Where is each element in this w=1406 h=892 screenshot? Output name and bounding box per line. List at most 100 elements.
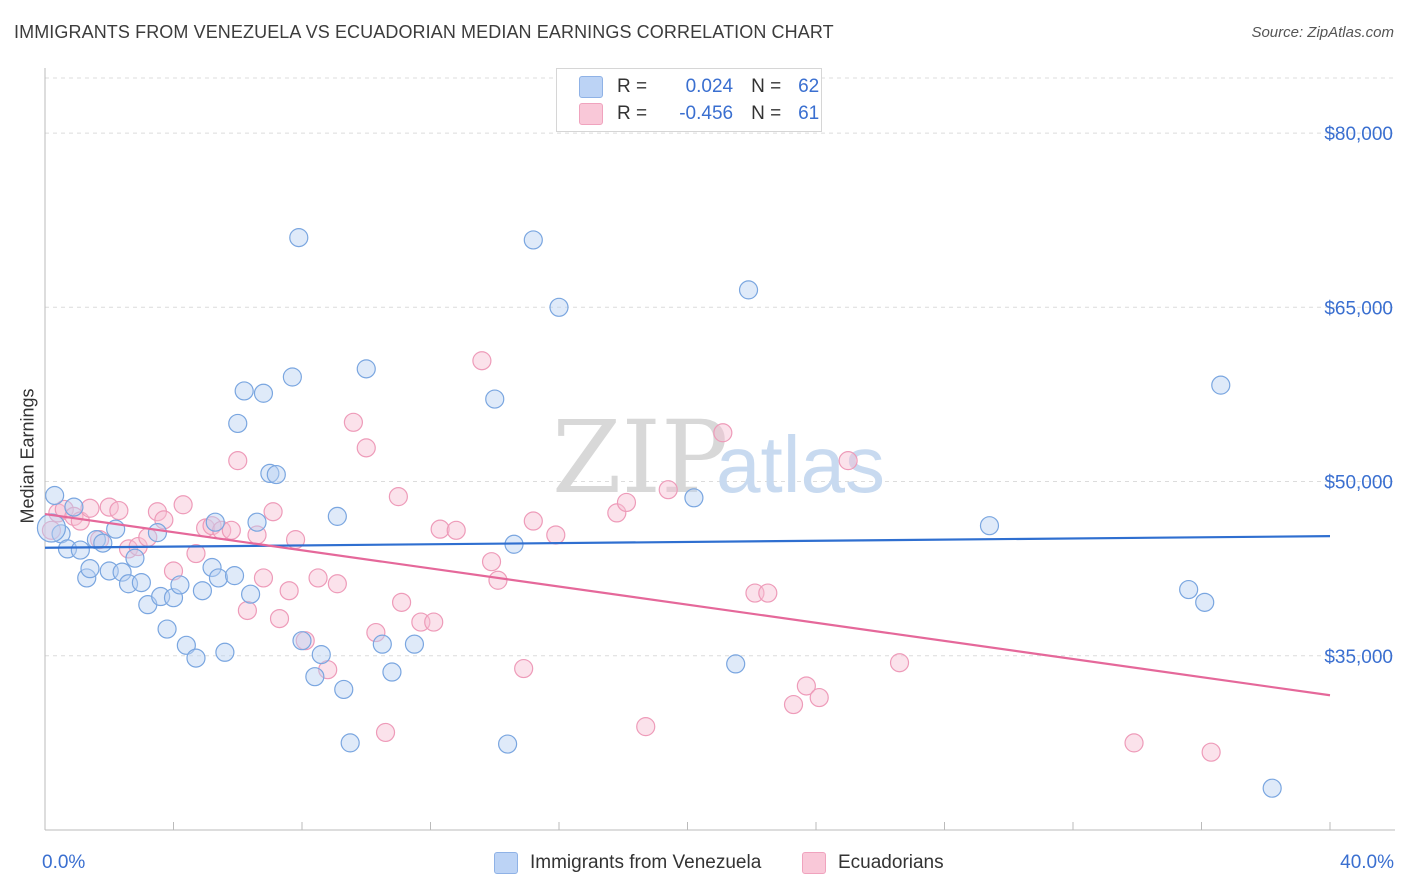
venezuela-point — [215, 642, 235, 662]
venezuela-point — [125, 548, 145, 568]
watermark-atlas: atlas — [716, 420, 885, 509]
venezuela-point — [170, 575, 190, 595]
legend-swatch-ecuadorians — [579, 103, 603, 125]
venezuela-point — [340, 733, 360, 753]
venezuela-trend-line — [44, 535, 1331, 549]
ecuadorian-point — [327, 574, 347, 594]
legend-n-label: N = — [751, 76, 782, 97]
venezuela-point — [404, 634, 425, 654]
venezuela-point — [684, 488, 704, 508]
y-tick-label: $50,000 — [1324, 473, 1393, 494]
venezuela-points — [36, 228, 1282, 798]
ecuadorian-points — [41, 351, 1221, 762]
x-tick-max: 40.0% — [1340, 852, 1394, 873]
venezuela-point — [266, 464, 286, 485]
venezuela-point — [241, 584, 261, 604]
venezuela-point — [247, 512, 267, 532]
venezuela-point — [93, 533, 113, 553]
ecuadorian-point — [488, 570, 508, 590]
venezuela-point — [176, 635, 196, 655]
venezuela-point — [228, 413, 248, 434]
venezuela-point — [334, 679, 354, 700]
y-tick-labels: $35,000 $50,000 $65,000 $80,000 — [1324, 124, 1393, 668]
ecuadorian-point — [308, 568, 328, 588]
ecuadorian-point — [269, 608, 290, 629]
venezuela-point — [549, 297, 569, 317]
ecuadorian-point — [546, 525, 566, 545]
venezuela-point — [186, 648, 206, 668]
ecuadorian-point — [237, 600, 257, 621]
venezuela-point — [70, 540, 90, 560]
ecuadorian-point — [783, 694, 804, 715]
venezuela-point — [1179, 579, 1199, 600]
venezuela-point — [208, 568, 229, 588]
venezuela-point — [205, 512, 225, 532]
y-tick-label: $65,000 — [1324, 298, 1393, 319]
venezuela-point — [289, 228, 309, 248]
ecuadorian-point — [523, 511, 543, 531]
ecuadorian-point — [446, 520, 466, 540]
venezuela-point — [45, 485, 65, 506]
venezuela-point — [260, 463, 280, 484]
legend-n-value: 61 — [798, 103, 820, 124]
bottom-legend-venezuela: Immigrants from Venezuela — [494, 852, 761, 874]
source-label: Source: ZipAtlas.com — [1251, 24, 1394, 41]
ecuadorian-point — [109, 500, 129, 521]
ecuadorian-point — [472, 351, 492, 371]
legend-n-label: N = — [751, 103, 782, 124]
ecuadorian-point — [366, 622, 386, 643]
ecuadorian-point — [514, 658, 534, 679]
ecuadorian-point — [202, 516, 222, 536]
legend-row-venezuela: R = 0.024 N = 62 — [579, 75, 819, 99]
ecuadorian-trend-line — [44, 512, 1331, 697]
legend-row-ecuadorians: R = -0.456 N = 61 — [579, 102, 819, 126]
ecuadorian-point — [228, 451, 248, 471]
venezuela-point — [1195, 592, 1215, 612]
ecuadorian-point — [221, 520, 241, 540]
chart-title: IMMIGRANTS FROM VENEZUELA VS ECUADORIAN … — [14, 22, 834, 42]
trend-lines — [44, 512, 1331, 697]
ecuadorian-point — [796, 676, 816, 696]
venezuela-point — [292, 631, 312, 651]
ecuadorian-point — [607, 503, 627, 523]
bottom-legend-label-ecuadorians: Ecuadorians — [838, 852, 944, 873]
venezuela-point — [234, 381, 254, 401]
ecuadorian-point — [253, 568, 274, 588]
axes — [44, 68, 1395, 831]
x-tick-min: 0.0% — [42, 852, 86, 873]
bottom-legend-label-venezuela: Immigrants from Venezuela — [530, 852, 762, 873]
venezuela-point — [1211, 375, 1231, 395]
legend-r-label: R = — [617, 76, 648, 97]
ecuadorian-point — [838, 451, 858, 471]
y-tick-label: $35,000 — [1324, 647, 1393, 668]
venezuela-point — [311, 645, 331, 665]
ecuadorian-point — [424, 612, 444, 632]
ecuadorian-point — [889, 653, 910, 673]
ecuadorian-point — [636, 717, 656, 737]
ecuadorian-point — [80, 498, 100, 518]
venezuela-point — [147, 523, 168, 543]
y-tick-label: $80,000 — [1324, 124, 1393, 145]
venezuela-point — [36, 513, 67, 543]
ecuadorian-point — [186, 543, 206, 564]
venezuela-point — [112, 562, 132, 582]
bottom-legend-swatch-venezuela — [494, 852, 518, 874]
venezuela-point — [157, 619, 177, 639]
venezuela-point — [64, 497, 84, 517]
ecuadorian-point — [658, 480, 678, 500]
venezuela-point — [327, 506, 347, 526]
legend-r-label: R = — [617, 103, 648, 124]
venezuela-point — [305, 667, 325, 687]
venezuela-point — [979, 516, 1000, 536]
venezuela-point — [253, 383, 274, 403]
venezuela-point — [224, 566, 245, 586]
venezuela-point — [202, 557, 222, 578]
grid-lines — [45, 77, 1395, 657]
venezuela-point — [485, 389, 505, 409]
venezuela-point — [1262, 778, 1282, 798]
ecuadorian-point — [758, 583, 778, 603]
legend-n-value: 62 — [798, 76, 820, 97]
venezuela-point — [498, 734, 518, 754]
ecuadorian-point — [713, 423, 733, 443]
